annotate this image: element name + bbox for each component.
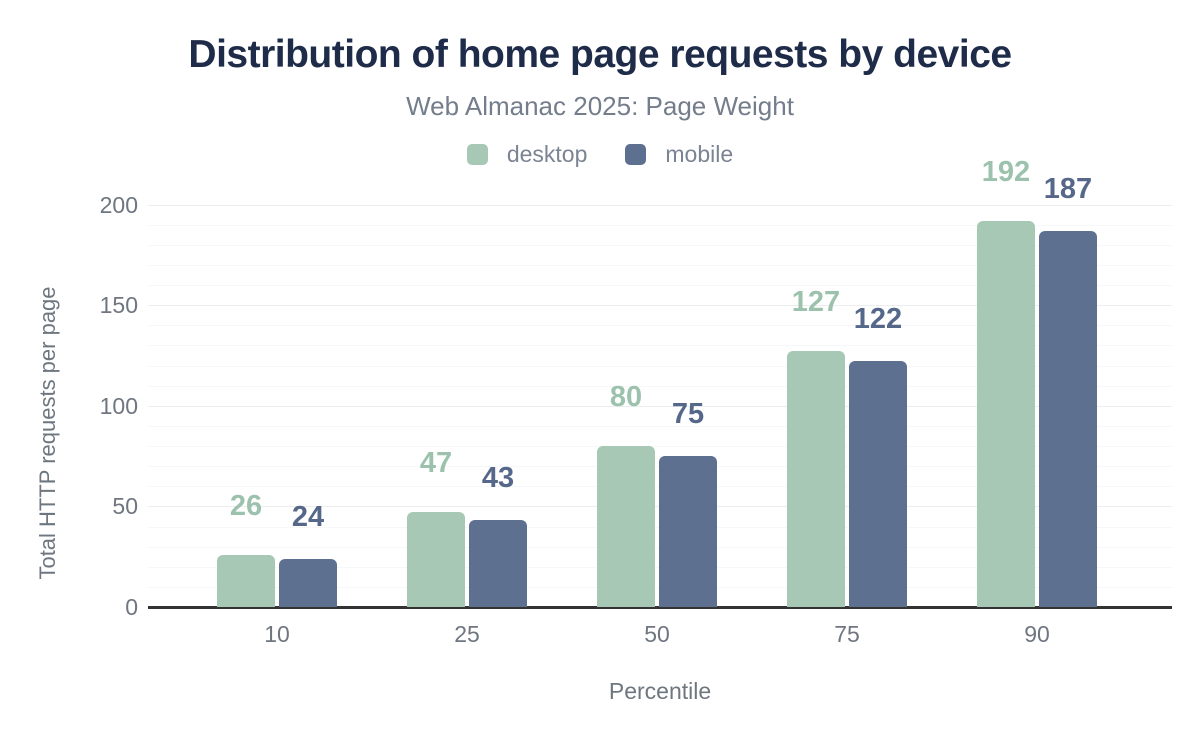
y-tick-label: 150	[99, 292, 138, 319]
y-tick-label: 0	[125, 594, 138, 620]
bar-mobile-p50[interactable]	[659, 456, 717, 607]
value-label-desktop-p10: 26	[229, 489, 263, 522]
minor-gridline	[148, 325, 1172, 327]
x-tick-label: 10	[264, 621, 290, 647]
x-tick-label: 75	[834, 621, 860, 647]
x-axis-line	[148, 606, 1172, 609]
value-label-mobile-p10: 24	[291, 500, 325, 533]
y-tick-label: 200	[99, 191, 138, 218]
value-label-desktop-p90: 192	[981, 155, 1031, 188]
major-gridline	[148, 305, 1172, 307]
chart-title: Distribution of home page requests by de…	[188, 33, 1012, 76]
bar-mobile-p10[interactable]	[279, 558, 337, 607]
value-label-desktop-p75: 127	[791, 286, 841, 319]
minor-gridline	[148, 345, 1172, 347]
value-label-mobile-p25: 43	[481, 462, 515, 495]
value-label-desktop-p25: 47	[419, 447, 453, 480]
minor-gridline	[148, 244, 1172, 246]
bar-mobile-p75[interactable]	[849, 361, 907, 607]
minor-gridline	[148, 264, 1172, 266]
y-axis-title: Total HTTP requests per page	[35, 286, 60, 580]
x-axis-title: Percentile	[608, 678, 712, 704]
legend-swatch-desktop	[466, 144, 488, 165]
value-label-mobile-p50: 75	[671, 398, 705, 431]
major-gridline	[148, 405, 1172, 407]
bar-desktop-p25[interactable]	[407, 512, 465, 607]
x-tick-label: 90	[1024, 621, 1050, 647]
minor-gridline	[148, 446, 1172, 447]
bar-desktop-p75[interactable]	[787, 351, 845, 607]
bar-mobile-p90[interactable]	[1039, 230, 1097, 607]
legend: desktop mobile	[0, 141, 1200, 168]
chart-subtitle: Web Almanac 2025: Page Weight	[406, 91, 794, 121]
value-label-desktop-p50: 80	[609, 381, 643, 413]
bar-desktop-p10[interactable]	[217, 554, 275, 607]
bar-desktop-p50[interactable]	[597, 446, 655, 607]
legend-label-desktop: desktop	[506, 141, 588, 167]
legend-label-mobile: mobile	[665, 141, 734, 167]
minor-gridline	[148, 425, 1172, 427]
value-label-mobile-p90: 187	[1043, 172, 1093, 205]
legend-item-mobile[interactable]: mobile	[625, 141, 733, 168]
x-tick-label: 50	[644, 621, 670, 647]
minor-gridline	[148, 385, 1172, 387]
major-gridline	[148, 204, 1172, 206]
minor-gridline	[148, 224, 1172, 226]
legend-swatch-mobile	[625, 144, 647, 165]
y-tick-label: 100	[99, 392, 138, 419]
bar-desktop-p90[interactable]	[977, 220, 1035, 607]
minor-gridline	[148, 365, 1172, 367]
minor-gridline	[148, 285, 1172, 286]
bar-mobile-p25[interactable]	[469, 520, 527, 607]
value-label-mobile-p75: 122	[853, 303, 903, 336]
y-tick-label: 50	[112, 493, 138, 520]
legend-item-desktop[interactable]: desktop	[466, 141, 588, 168]
x-tick-label: 25	[454, 621, 480, 647]
